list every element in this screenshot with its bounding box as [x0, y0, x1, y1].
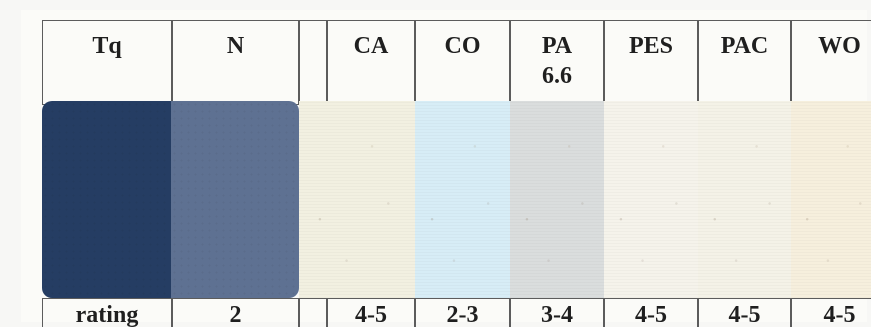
rating-blank-cell: [299, 298, 327, 327]
rating-n-cell: 2: [172, 298, 299, 327]
rating-n: 2: [229, 302, 242, 327]
rating-ca-cell: 4-5: [327, 298, 415, 327]
header-pac-label: PAC: [720, 33, 769, 59]
header-blank: [299, 20, 327, 105]
swatch-wo: [791, 101, 871, 298]
header-co: CO: [415, 20, 510, 105]
swatch-tq: [42, 101, 171, 298]
swatch-pac: [698, 101, 791, 298]
rating-pes: 4-5: [635, 302, 667, 327]
rating-pes-cell: 4-5: [604, 298, 698, 327]
header-wo: WO: [791, 20, 871, 105]
header-pa: PA 6.6: [510, 20, 604, 105]
swatch-ca: [299, 101, 415, 298]
swatch-n: [171, 101, 299, 298]
rating-pac-cell: 4-5: [698, 298, 791, 327]
header-co-label: CO: [444, 33, 481, 59]
header-wo-label: WO: [818, 33, 861, 59]
header-pes: PES: [604, 20, 698, 105]
rating-co: 2-3: [446, 302, 479, 327]
rating-label-cell: rating: [42, 298, 172, 327]
swatch-pes: [604, 101, 698, 298]
header-pac: PAC: [698, 20, 791, 105]
rating-co-cell: 2-3: [415, 298, 510, 327]
header-pa-label: PA 6.6: [541, 33, 573, 89]
rating-wo: 4-5: [823, 302, 856, 327]
header-tq: Tq: [42, 20, 172, 105]
rating-ca: 4-5: [355, 302, 387, 327]
header-n-label: N: [226, 33, 245, 59]
swatch-co: [415, 101, 510, 298]
header-ca: CA: [327, 20, 415, 105]
rating-pa-cell: 3-4: [510, 298, 604, 327]
rating-wo-cell: 4-5: [791, 298, 871, 327]
rating-label: rating: [75, 302, 139, 327]
header-tq-label: Tq: [92, 33, 122, 59]
rating-pac: 4-5: [728, 302, 761, 327]
swatch-pa: [510, 101, 604, 298]
header-ca-label: CA: [353, 33, 389, 59]
rating-pa: 3-4: [541, 302, 573, 327]
header-n: N: [172, 20, 299, 105]
swatch-table: Tq N CA CO PA 6.6 PES PAC WO: [21, 10, 871, 327]
header-pes-label: PES: [628, 33, 673, 59]
